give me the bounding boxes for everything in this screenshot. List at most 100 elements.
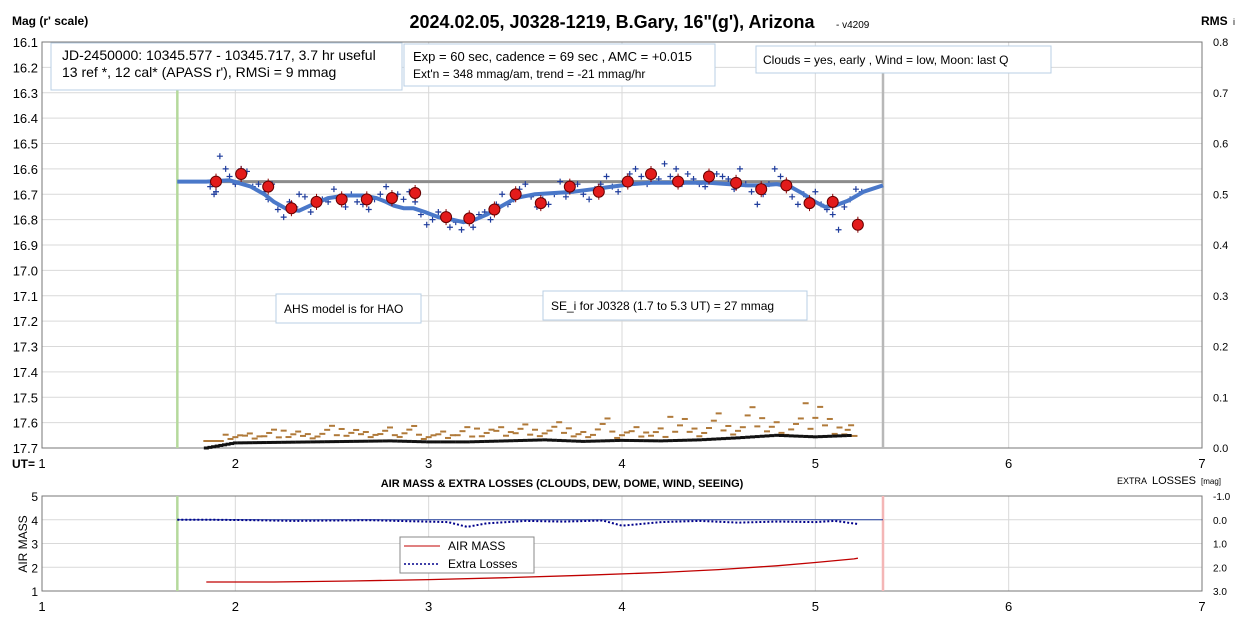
y2-tick-label: 0.2	[1213, 342, 1228, 354]
rms-point	[237, 434, 244, 437]
rms-binned-point	[619, 438, 625, 442]
bottom-y2-tick-label: 3.0	[1213, 587, 1227, 598]
rms-binned-point	[561, 439, 567, 443]
raw-point	[574, 181, 581, 188]
rms-point	[701, 431, 708, 434]
rms-binned-point	[315, 440, 320, 444]
rms-point	[483, 431, 490, 434]
rms-point	[739, 426, 746, 429]
rms-binned-point	[392, 439, 398, 443]
rms-binned-point	[547, 438, 552, 442]
rms-binned-point	[455, 440, 461, 444]
rms-point	[459, 430, 466, 433]
y-tick-label: 17.4	[13, 365, 38, 380]
rms-binned-point	[667, 439, 673, 443]
rms-binned-point	[754, 435, 760, 439]
rms-point	[604, 417, 611, 420]
rms-binned-point	[214, 444, 220, 448]
rms-binned-point	[774, 433, 780, 437]
rms-point	[532, 428, 538, 431]
rms-point	[256, 435, 263, 438]
rms-point	[638, 435, 645, 438]
y2-axis-label: RMS	[1201, 14, 1228, 28]
rms-point	[826, 417, 833, 420]
rms-binned-point	[266, 440, 272, 444]
binned-point	[703, 170, 715, 183]
bottom-legend: AIR MASS Extra Losses	[399, 536, 535, 574]
rms-binned-point	[435, 440, 441, 444]
raw-point	[789, 193, 796, 200]
rms-binned-point	[832, 434, 838, 438]
rms-binned-point	[387, 439, 393, 443]
rms-point	[411, 424, 418, 427]
binned-point	[755, 183, 768, 196]
rms-point	[561, 431, 567, 434]
rms-binned-point	[377, 439, 383, 443]
rms-binned-point	[225, 442, 231, 446]
rms-binned-point	[609, 439, 615, 443]
rms-point	[280, 429, 287, 432]
rms-binned-point	[537, 438, 543, 442]
rms-point	[449, 434, 456, 437]
rms-point	[227, 437, 234, 440]
rms-binned-point	[595, 439, 601, 443]
rms-point	[831, 432, 838, 435]
annotation-exp-box: Exp = 60 sec, cadence = 69 sec , AMC = +…	[403, 43, 716, 87]
rms-point	[817, 405, 824, 408]
bottom-y-tick-label: 3	[31, 538, 38, 552]
y-tick-label: 16.8	[13, 213, 38, 228]
rms-point	[314, 435, 321, 438]
rms-binned-point	[207, 445, 213, 449]
binned-point	[262, 180, 275, 193]
raw-point	[400, 196, 407, 203]
y-tick-label: 17.6	[13, 416, 38, 431]
rms-point	[710, 419, 717, 422]
rms-point	[300, 434, 306, 437]
rms-point	[290, 433, 297, 436]
rms-binned-point	[431, 440, 436, 444]
rms-binned-point	[319, 440, 325, 444]
y-tick-label: 16.1	[13, 35, 38, 50]
rms-binned-point	[706, 437, 712, 441]
rms-point	[271, 428, 277, 431]
rms-point	[648, 434, 654, 437]
binned-point	[851, 218, 864, 231]
rms-binned-point	[716, 437, 722, 441]
rms-binned-point	[464, 440, 470, 444]
x-tick-label: 3	[425, 456, 432, 471]
rms-binned-point	[735, 436, 741, 440]
raw-point	[280, 214, 287, 221]
bottom-y2-label-main: LOSSES	[1152, 475, 1196, 487]
raw-point	[296, 191, 303, 198]
rms-binned-point	[348, 439, 354, 443]
annotation-exp-line1: Exp = 60 sec, cadence = 69 sec , AMC = +…	[413, 49, 692, 64]
rms-point	[401, 432, 408, 435]
raw-point	[777, 173, 784, 180]
rms-binned-point	[469, 440, 475, 444]
raw-point	[330, 186, 337, 193]
rms-binned-point	[556, 438, 562, 442]
rms-point	[391, 434, 398, 437]
binned-point	[235, 167, 248, 180]
rms-point	[387, 426, 393, 429]
rms-binned-point	[503, 439, 509, 443]
rms-point	[507, 431, 514, 434]
rms-point	[503, 434, 509, 437]
binned-point	[440, 211, 453, 224]
rms-point	[536, 435, 543, 438]
bottom-y-axis-label: AIR MASS	[16, 515, 30, 572]
rms-binned-point	[300, 440, 306, 444]
rms-binned-point	[576, 439, 581, 443]
rms-binned-point	[682, 438, 688, 442]
rms-binned-point	[663, 439, 668, 443]
bottom-y2-label-unit: [mag]	[1201, 477, 1221, 486]
rms-point	[266, 431, 273, 434]
annotation-se-text: SE_i for J0328 (1.7 to 5.3 UT) = 27 mmag	[551, 299, 774, 313]
y-tick-label: 17.1	[13, 289, 38, 304]
raw-point	[429, 216, 436, 223]
rms-point	[633, 426, 640, 429]
bottom-x-tick-label: 1	[38, 599, 45, 614]
binned-point	[509, 188, 522, 201]
raw-point	[852, 186, 859, 193]
rms-binned-point	[803, 434, 809, 438]
